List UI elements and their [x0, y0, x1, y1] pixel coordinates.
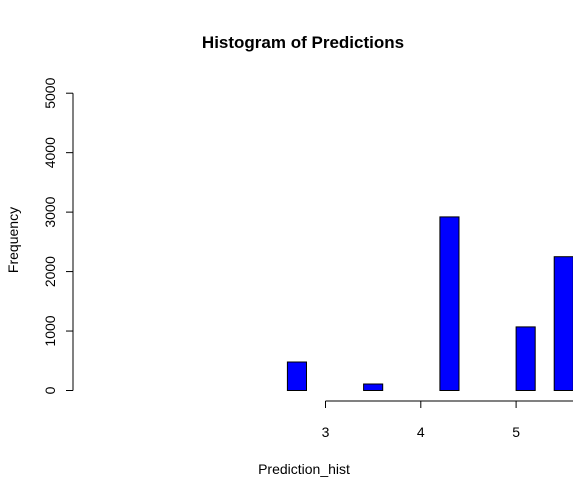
- histogram-bar-4: [363, 383, 384, 391]
- y-tick-label-5000: 5000: [42, 77, 58, 108]
- y-axis-label: Frequency: [5, 207, 21, 273]
- bars-group: [286, 216, 573, 392]
- histogram-bar-0: [286, 361, 307, 391]
- y-tick-label-0: 0: [42, 386, 58, 394]
- y-tick-label-2000: 2000: [42, 256, 58, 287]
- y-axis: 0 1000 2000 3000 4000 5000: [42, 77, 74, 394]
- x-tick-label-5: 5: [512, 424, 520, 440]
- x-axis: 34567: [322, 400, 573, 440]
- histogram-bar-14: [553, 256, 573, 392]
- y-tick-label-3000: 3000: [42, 196, 58, 227]
- chart-title: Histogram of Predictions: [202, 33, 404, 52]
- histogram-bar-8: [439, 216, 460, 391]
- x-tick-label-4: 4: [417, 424, 425, 440]
- y-tick-label-1000: 1000: [42, 315, 58, 346]
- x-axis-label: Prediction_hist: [258, 461, 350, 477]
- x-tick-label-3: 3: [322, 424, 330, 440]
- histogram-bar-12: [515, 326, 536, 391]
- y-tick-label-4000: 4000: [42, 137, 58, 168]
